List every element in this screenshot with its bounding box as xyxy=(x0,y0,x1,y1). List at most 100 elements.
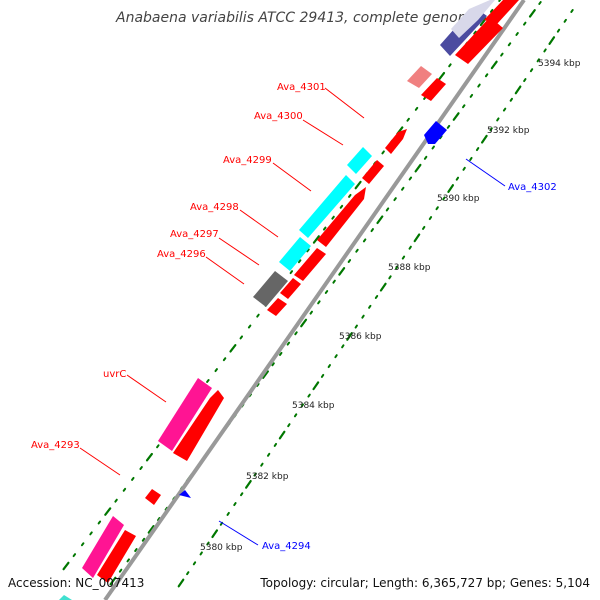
inner-track-minor-tick xyxy=(347,259,352,263)
feature-magenta-uvrC[interactable] xyxy=(158,378,212,451)
feature-gray-4296[interactable] xyxy=(253,271,288,307)
far-track-major-tick xyxy=(413,233,421,243)
gene-label-4294[interactable]: Ava_4294 xyxy=(262,541,311,552)
outer-track-minor-tick xyxy=(206,379,210,383)
gene-red-bottom[interactable] xyxy=(97,530,136,583)
gene-blue-4294[interactable] xyxy=(179,490,191,498)
inner-track-minor-tick xyxy=(126,558,130,563)
far-track-minor-tick xyxy=(475,147,480,152)
gene-red-4301[interactable] xyxy=(421,78,446,101)
inner-track-minor-tick xyxy=(157,517,161,522)
far-track-minor-tick xyxy=(422,225,426,230)
outer-track-major-tick xyxy=(145,452,153,462)
kbp-label-5392: 5392 kbp xyxy=(487,126,530,136)
far-track-minor-tick xyxy=(388,275,392,280)
outer-track-major-tick xyxy=(104,507,112,516)
kbp-label-5390: 5390 kbp xyxy=(437,194,480,204)
inner-track-minor-tick xyxy=(134,548,138,552)
far-track-minor-tick xyxy=(401,255,406,260)
far-track-minor-tick xyxy=(273,442,278,447)
kbp-label-5388: 5388 kbp xyxy=(388,263,431,273)
connector-uvrC xyxy=(126,374,167,403)
outer-track-minor-tick xyxy=(97,520,102,525)
far-track-minor-tick xyxy=(442,196,446,201)
gene-red-4297[interactable] xyxy=(294,248,326,281)
gene-label-4299[interactable]: Ava_4299 xyxy=(223,155,272,166)
gene-red-uvrC[interactable] xyxy=(173,390,224,461)
inner-track-minor-tick xyxy=(370,228,374,233)
gene-red-4298[interactable] xyxy=(317,187,366,247)
feature-magenta-bottom[interactable] xyxy=(82,516,124,578)
outer-track-minor-tick xyxy=(498,0,502,2)
feature-layer xyxy=(59,0,519,600)
gene-label-uvrC[interactable]: uvrC xyxy=(103,369,126,380)
inner-track-minor-tick xyxy=(484,73,489,78)
inner-track-major-tick xyxy=(300,318,308,328)
feature-cyan-4298[interactable] xyxy=(299,175,355,238)
feature-cyan-4299[interactable] xyxy=(347,147,372,174)
gene-red-4300[interactable] xyxy=(385,129,407,154)
gene-pink-4301[interactable] xyxy=(407,66,432,88)
far-track-minor-tick xyxy=(260,462,264,467)
gene-label-4302[interactable]: Ava_4302 xyxy=(508,182,557,193)
gene-label-4293[interactable]: Ava_4293 xyxy=(31,440,80,451)
inner-track-minor-tick xyxy=(469,93,474,98)
gene-red-4293[interactable] xyxy=(145,489,161,505)
outer-track-minor-tick xyxy=(381,150,385,155)
feature-cyan-4297[interactable] xyxy=(279,237,311,271)
gene-label-4298[interactable]: Ava_4298 xyxy=(190,202,239,213)
outer-track-minor-tick xyxy=(214,368,218,373)
far-track-minor-tick xyxy=(287,423,291,428)
far-track-major-tick xyxy=(278,430,286,440)
inner-track-minor-tick xyxy=(286,341,291,346)
kbp-label-5382: 5382 kbp xyxy=(246,472,289,482)
far-track-major-tick xyxy=(211,529,219,539)
inner-track-minor-tick xyxy=(462,104,466,109)
far-track-minor-tick xyxy=(233,502,237,507)
outer-track-minor-tick xyxy=(473,30,477,35)
far-track-minor-tick xyxy=(266,452,271,457)
gene-top-red-1[interactable] xyxy=(455,17,503,64)
inner-track-major-tick xyxy=(147,525,155,534)
gene-top-red-2[interactable] xyxy=(484,0,519,24)
inner-track-minor-tick xyxy=(507,42,512,47)
gene-red-4299[interactable] xyxy=(362,160,384,184)
outer-track-minor-tick xyxy=(289,270,294,275)
inner-track-minor-tick xyxy=(515,32,519,36)
outer-track-minor-tick xyxy=(156,444,160,449)
gene-red-4296-a[interactable] xyxy=(280,278,301,299)
gene-blue-4302[interactable] xyxy=(424,121,447,144)
inner-track-minor-tick xyxy=(256,382,260,387)
gene-label-4300[interactable]: Ava_4300 xyxy=(254,111,303,122)
inner-track-minor-tick xyxy=(317,300,321,305)
gene-label-4296[interactable]: Ava_4296 xyxy=(157,249,206,260)
inner-track-major-tick xyxy=(376,215,384,225)
inner-track-minor-tick xyxy=(332,279,336,284)
gene-label-4297[interactable]: Ava_4297 xyxy=(170,229,219,240)
far-track-minor-tick xyxy=(320,373,325,378)
far-track-major-tick xyxy=(346,332,353,341)
kbp-label-5384: 5384 kbp xyxy=(292,401,335,411)
far-track-minor-tick xyxy=(293,413,298,418)
connector-4294 xyxy=(218,520,259,546)
feature-cyan-bottom[interactable] xyxy=(59,595,72,600)
far-track-minor-tick xyxy=(206,541,210,546)
inner-track-minor-tick xyxy=(141,537,146,542)
gene-red-4296-b[interactable] xyxy=(267,298,287,316)
inner-track-minor-tick xyxy=(393,197,397,202)
connector-4299 xyxy=(272,162,312,192)
connector-4302 xyxy=(465,158,506,187)
outer-track-minor-tick xyxy=(114,498,118,503)
inner-track-minor-tick xyxy=(401,186,405,191)
inner-track-minor-tick xyxy=(431,145,435,150)
far-track-minor-tick xyxy=(469,156,473,161)
kbp-label-5394: 5394 kbp xyxy=(538,59,581,69)
inner-track-major-tick xyxy=(262,370,269,379)
gene-label-4301[interactable]: Ava_4301 xyxy=(277,82,326,93)
far-track-major-tick xyxy=(514,85,522,95)
outer-track-major-tick xyxy=(229,344,237,353)
feature-purple-top-light[interactable] xyxy=(451,0,495,38)
inner-track-minor-tick xyxy=(500,52,504,57)
outer-track-minor-tick xyxy=(489,8,494,13)
